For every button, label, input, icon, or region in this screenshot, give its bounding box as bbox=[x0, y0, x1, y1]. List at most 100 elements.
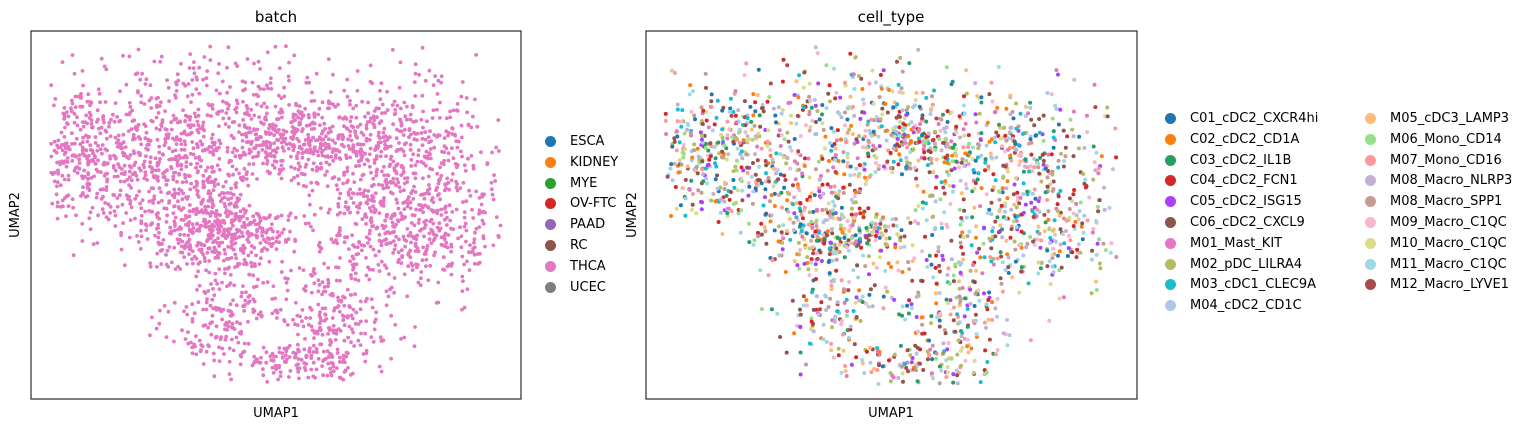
scatter-point bbox=[817, 177, 822, 182]
scatter-point bbox=[337, 309, 342, 314]
scatter-point bbox=[321, 129, 325, 134]
scatter-point bbox=[1048, 241, 1053, 245]
scatter-point bbox=[159, 190, 163, 194]
scatter-point bbox=[326, 278, 330, 282]
scatter-point bbox=[232, 218, 237, 222]
scatter-point bbox=[460, 254, 465, 259]
scatter-point bbox=[962, 94, 966, 99]
scatter-point bbox=[936, 245, 941, 250]
scatter-point bbox=[251, 214, 256, 219]
scatter-point bbox=[737, 127, 742, 132]
scatter-point bbox=[396, 206, 401, 211]
scatter-point bbox=[391, 239, 396, 244]
scatter-point bbox=[303, 138, 308, 142]
scatter-point bbox=[432, 145, 437, 150]
scatter-point bbox=[400, 248, 404, 253]
scatter-point bbox=[802, 208, 807, 213]
scatter-point bbox=[256, 222, 261, 227]
scatter-point bbox=[475, 124, 480, 129]
scatter-point bbox=[415, 138, 419, 142]
scatter-point bbox=[273, 296, 277, 301]
scatter-point bbox=[223, 337, 228, 342]
scatter-point bbox=[234, 110, 239, 115]
scatter-point bbox=[744, 61, 749, 66]
scatter-point bbox=[756, 131, 761, 136]
scatter-point bbox=[262, 246, 267, 250]
scatter-point bbox=[813, 45, 818, 50]
scatter-point bbox=[364, 222, 368, 226]
scatter-point bbox=[195, 188, 199, 193]
scatter-point bbox=[423, 155, 428, 160]
scatter-point bbox=[210, 205, 215, 210]
scatter-point bbox=[228, 191, 233, 196]
scatter-point bbox=[186, 123, 191, 128]
scatter-point bbox=[924, 119, 929, 124]
scatter-point bbox=[129, 127, 134, 132]
scatter-point bbox=[829, 348, 834, 353]
scatter-point bbox=[844, 374, 849, 378]
scatter-point bbox=[874, 229, 879, 234]
scatter-point bbox=[911, 147, 916, 152]
scatter-point bbox=[866, 119, 871, 124]
scatter-point bbox=[1058, 107, 1063, 112]
scatter-point bbox=[854, 315, 859, 319]
scatter-point bbox=[423, 78, 428, 83]
scatter-point bbox=[807, 175, 812, 180]
batch-x-axis-label: UMAP1 bbox=[253, 406, 299, 421]
scatter-point bbox=[375, 225, 380, 230]
scatter-point bbox=[81, 185, 85, 190]
scatter-point bbox=[292, 175, 296, 180]
scatter-point bbox=[152, 175, 157, 180]
scatter-point bbox=[289, 178, 294, 183]
scatter-point bbox=[751, 189, 756, 194]
scatter-point bbox=[481, 234, 486, 239]
scatter-point bbox=[1094, 279, 1098, 284]
scatter-point bbox=[395, 127, 399, 132]
scatter-point bbox=[974, 224, 979, 229]
scatter-point bbox=[226, 324, 231, 329]
scatter-point bbox=[473, 97, 477, 102]
scatter-point bbox=[323, 312, 327, 317]
scatter-point bbox=[711, 192, 716, 196]
scatter-point bbox=[1004, 106, 1009, 111]
scatter-point bbox=[71, 205, 75, 210]
scatter-point bbox=[1050, 264, 1055, 269]
scatter-point bbox=[833, 316, 838, 321]
scatter-point bbox=[734, 136, 739, 140]
scatter-point bbox=[857, 228, 862, 233]
scatter-point bbox=[815, 207, 819, 212]
scatter-point bbox=[788, 113, 793, 118]
scatter-point bbox=[231, 348, 236, 353]
scatter-point bbox=[1009, 227, 1014, 232]
scatter-point bbox=[138, 77, 143, 82]
scatter-point bbox=[316, 153, 321, 158]
scatter-point bbox=[389, 190, 393, 195]
scatter-point bbox=[834, 268, 839, 273]
scatter-point bbox=[303, 221, 308, 226]
scatter-point bbox=[207, 246, 212, 251]
scatter-point bbox=[909, 120, 914, 125]
scatter-point bbox=[190, 261, 195, 266]
scatter-point bbox=[1056, 194, 1061, 199]
scatter-point bbox=[937, 291, 942, 295]
scatter-point bbox=[277, 363, 281, 368]
scatter-point bbox=[1067, 196, 1072, 201]
scatter-point bbox=[393, 243, 398, 248]
scatter-point bbox=[289, 135, 293, 140]
scatter-point bbox=[267, 132, 272, 137]
scatter-point bbox=[381, 186, 386, 191]
scatter-point bbox=[464, 96, 469, 100]
scatter-point bbox=[72, 168, 77, 173]
scatter-point bbox=[437, 228, 442, 233]
scatter-point bbox=[222, 191, 226, 196]
scatter-point bbox=[1028, 235, 1033, 239]
scatter-point bbox=[958, 222, 963, 227]
scatter-point bbox=[731, 110, 736, 114]
scatter-point bbox=[314, 367, 319, 372]
scatter-point bbox=[451, 156, 456, 161]
scatter-point bbox=[1047, 318, 1052, 323]
scatter-point bbox=[678, 203, 683, 208]
scatter-point bbox=[212, 293, 217, 298]
scatter-point bbox=[237, 235, 242, 239]
scatter-point bbox=[185, 114, 190, 119]
